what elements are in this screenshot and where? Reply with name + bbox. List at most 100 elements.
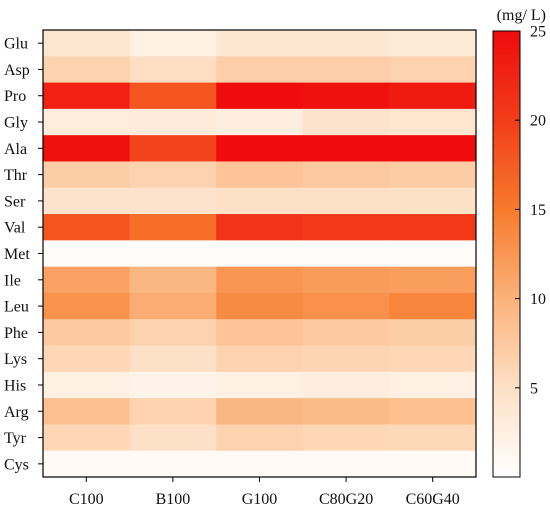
heatmap-cell-met-c80g20 [302,240,390,268]
heatmap-cell-lys-b100 [129,345,217,373]
heatmap-cell-cys-b100 [129,450,217,478]
heatmap-cell-phe-c60g40 [389,319,477,347]
heatmap-cell-asp-c100 [43,56,131,84]
y-axis: Glu Asp Pro Gly Ala Thr Ser Val Met Ile Leu Phe Lys H… [4,36,43,473]
heatmap-cell-his-c60g40 [389,371,477,399]
heatmap-cell-ala-c60g40 [389,135,477,162]
y-tick-label: Met [4,246,30,263]
heatmap-cell-his-g100 [216,371,304,399]
heatmap-cell-thr-b100 [129,161,217,189]
heatmap-cell-his-c100 [43,371,131,399]
heatmap-cell-ala-g100 [216,135,304,162]
colorbar-ticks: 5 10 15 20 25 [515,24,546,397]
heatmap-cell-asp-g100 [216,56,304,84]
heatmap-cell-gly-b100 [129,108,217,136]
heatmap-cell-cys-c60g40 [389,450,477,478]
heatmap-cell-ser-g100 [216,187,304,215]
y-tick-label: His [4,377,26,394]
y-tick-label: Tyr [4,430,27,447]
heatmap-cell-ala-c80g20 [302,135,390,162]
heatmap-cell-met-c60g40 [389,240,477,268]
heatmap-cell-arg-c60g40 [389,398,477,425]
heatmap-cell-pro-b100 [129,82,217,110]
heatmap-cell-asp-c80g20 [302,56,390,84]
y-tick-label: Arg [4,404,29,421]
heatmap-cell-met-c100 [43,240,131,268]
colorbar-tick-label: 20 [530,113,546,130]
heatmap-cells [43,30,477,478]
heatmap-cell-tyr-c100 [43,424,131,452]
x-tick-label: C80G20 [319,491,373,508]
x-tick-label: C60G40 [406,491,460,508]
heatmap-cell-arg-c80g20 [302,398,390,425]
heatmap-cell-tyr-b100 [129,424,217,452]
heatmap-cell-val-b100 [129,214,217,241]
y-tick-label: Ala [4,141,27,158]
y-tick-label: Glu [4,36,28,53]
heatmap-cell-val-c60g40 [389,214,477,241]
heatmap-cell-phe-b100 [129,319,217,347]
y-tick-label: Asp [4,62,30,79]
colorbar-tick-label: 25 [530,24,546,41]
heatmap-cell-lys-c100 [43,345,131,373]
heatmap-cell-glu-c100 [43,30,131,57]
heatmap-cell-arg-b100 [129,398,217,425]
heatmap-cell-ala-b100 [129,135,217,162]
heatmap-cell-ile-b100 [129,266,217,294]
heatmap-cell-asp-c60g40 [389,56,477,84]
heatmap-cell-val-g100 [216,214,304,241]
heatmap-cell-met-g100 [216,240,304,268]
heatmap-cell-glu-c80g20 [302,30,390,57]
heatmap-cell-ile-c100 [43,266,131,294]
colorbar-tick-label: 10 [530,291,546,308]
y-tick-label: Lys [4,351,27,368]
y-tick-label: Ile [4,272,21,289]
heatmap-cell-leu-g100 [216,292,304,320]
x-tick-label: B100 [156,491,191,508]
y-tick-label: Cys [4,456,29,473]
heatmap-cell-leu-c100 [43,292,131,320]
heatmap-cell-pro-g100 [216,82,304,110]
heatmap-cell-lys-c80g20 [302,345,390,373]
heatmap-cell-tyr-c60g40 [389,424,477,452]
heatmap-cell-arg-g100 [216,398,304,425]
colorbar-tick-label: 5 [530,380,538,397]
heatmap-cell-ile-g100 [216,266,304,294]
heatmap-cell-asp-b100 [129,56,217,84]
x-tick-label: G100 [242,491,278,508]
colorbar [492,30,521,478]
heatmap-cell-thr-c100 [43,161,131,189]
heatmap-cell-cys-c80g20 [302,450,390,478]
heatmap-cell-phe-c100 [43,319,131,347]
heatmap-cell-gly-g100 [216,108,304,136]
heatmap-cell-ala-c100 [43,135,131,162]
y-tick-label: Val [4,220,26,237]
heatmap-cell-glu-c60g40 [389,30,477,57]
heatmap-cell-lys-c60g40 [389,345,477,373]
heatmap-cell-thr-c60g40 [389,161,477,189]
heatmap-cell-cys-c100 [43,450,131,478]
heatmap-cell-met-b100 [129,240,217,268]
heatmap-cell-glu-b100 [129,30,217,57]
heatmap-cell-ser-c60g40 [389,187,477,215]
heatmap-cell-ile-c80g20 [302,266,390,294]
colorbar-tick-label: 15 [530,202,546,219]
colorbar-unit-label: (mg/ L) [497,7,546,24]
heatmap-cell-leu-c60g40 [389,292,477,320]
heatmap-cell-arg-c100 [43,398,131,425]
heatmap-cell-gly-c60g40 [389,108,477,136]
y-tick-label: Leu [4,299,29,316]
heatmap-cell-phe-c80g20 [302,319,390,347]
heatmap-cell-ile-c60g40 [389,266,477,294]
heatmap-cell-val-c80g20 [302,214,390,241]
heatmap-cell-his-b100 [129,371,217,399]
x-tick-label: C100 [69,491,104,508]
heatmap-cell-leu-c80g20 [302,292,390,320]
heatmap-cell-pro-c80g20 [302,82,390,110]
y-tick-label: Pro [4,88,26,105]
heatmap-cell-glu-g100 [216,30,304,57]
y-tick-label: Thr [4,167,28,184]
heatmap-cell-pro-c100 [43,82,131,110]
x-axis: C100 B100 G100 C80G20 C60G40 [69,477,460,508]
